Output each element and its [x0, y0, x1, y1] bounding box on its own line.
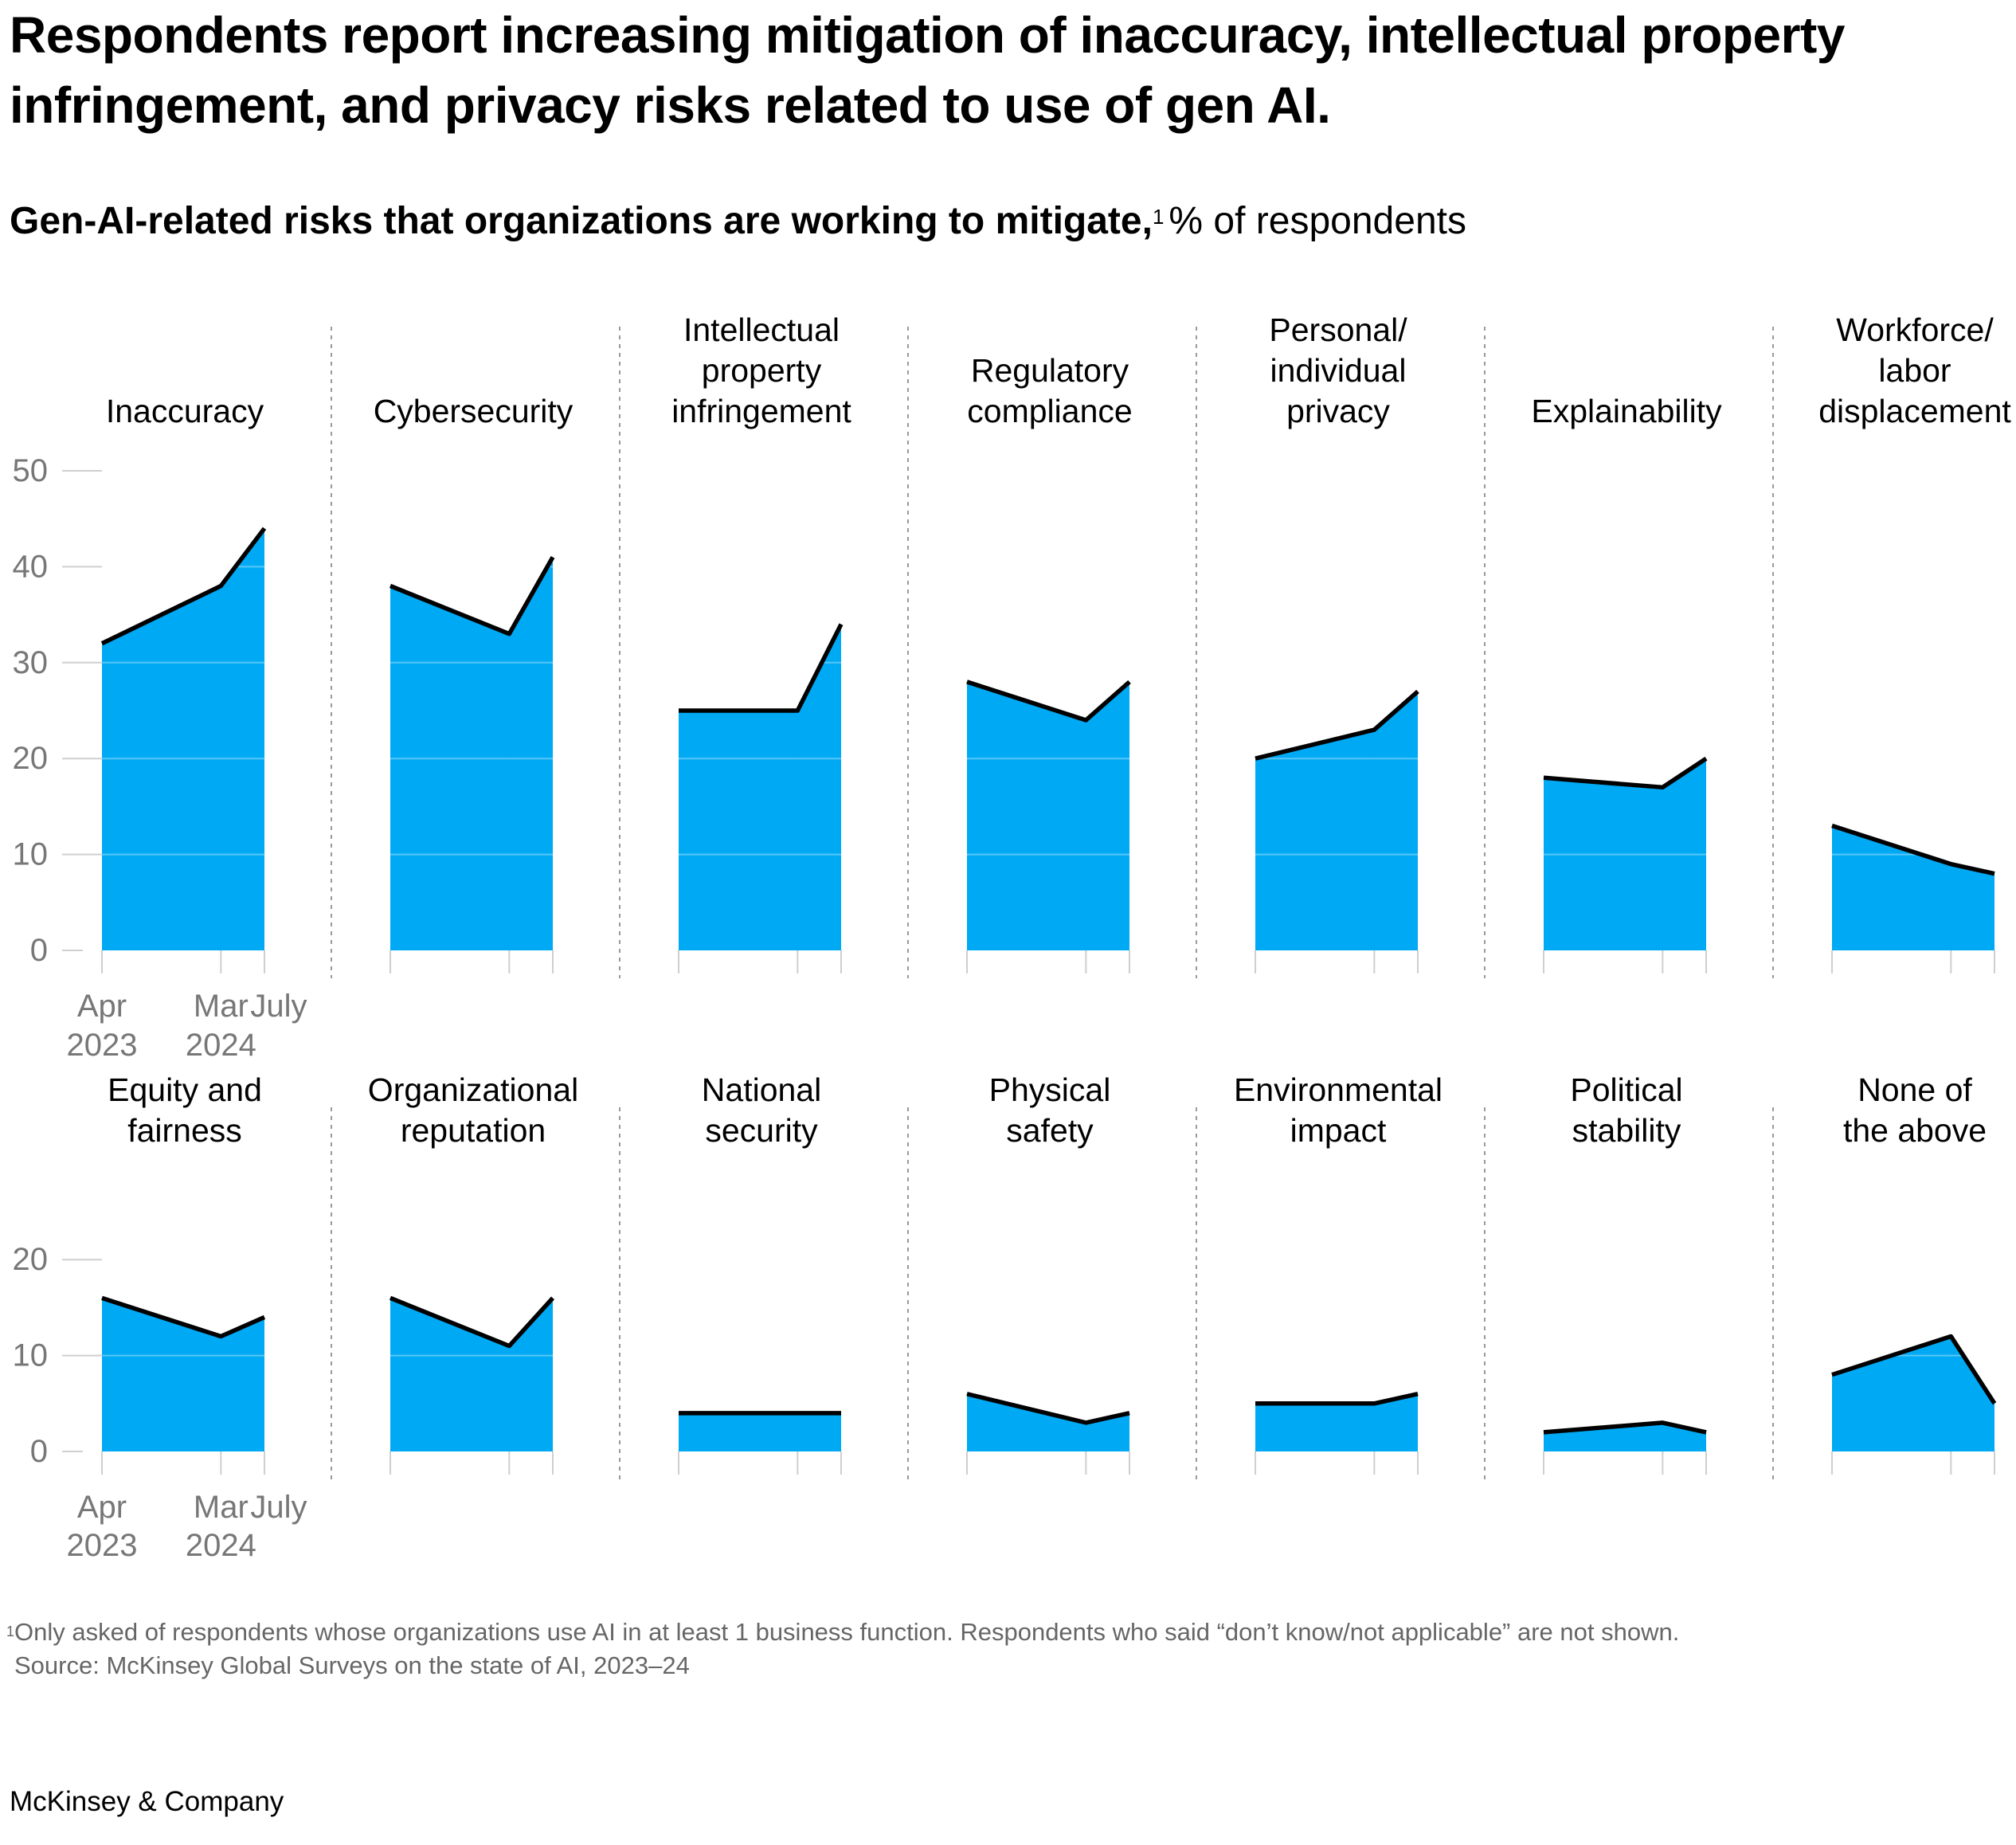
y-tick-label: 30 — [13, 645, 49, 680]
area-personal-individual-privacy — [1255, 691, 1418, 950]
area-organizational-reputation — [390, 1298, 553, 1451]
footnote: 1Only asked of respondents whose organiz… — [6, 1616, 1679, 1648]
panel-label: Personal/ — [1269, 311, 1407, 348]
panel-label: Regulatory — [971, 352, 1129, 389]
panel-label: Political — [1570, 1071, 1682, 1108]
panel-label: fairness — [127, 1112, 242, 1149]
x-tick-label: Apr — [77, 989, 127, 1024]
brand-logo-text: McKinsey & Company — [10, 1786, 284, 1817]
panel-label: Intellectual — [683, 311, 840, 348]
x-tick-label: July — [250, 1490, 307, 1525]
area-cybersecurity — [390, 557, 553, 950]
area-inaccuracy — [102, 528, 264, 950]
panel-label: Physical — [989, 1071, 1111, 1108]
panel-label: individual — [1270, 352, 1407, 389]
area-physical-safety — [967, 1393, 1129, 1451]
panel-label: Equity and — [108, 1071, 262, 1108]
chart-subtitle: Gen-AI-related risks that organizations … — [10, 198, 1466, 245]
y-tick-label: 50 — [13, 453, 49, 488]
x-tick-label: Mar — [194, 989, 249, 1024]
area-environmental-impact — [1255, 1393, 1418, 1451]
chart-title: Respondents report increasing mitigation… — [10, 6, 1845, 134]
panel-label: Inaccuracy — [106, 393, 264, 429]
x-tick-label: 2024 — [186, 1528, 256, 1563]
small-multiples-area-chart: 01020304050InaccuracyApr2023Mar2024JulyC… — [13, 311, 2012, 1563]
x-tick-label: July — [250, 989, 307, 1024]
area-workforce-labor-displacement — [1832, 825, 1994, 950]
panel-label: Workforce/ — [1836, 311, 1994, 348]
area-national-security — [679, 1412, 841, 1451]
footnote-marker: 1 — [6, 1624, 15, 1639]
panel-label: Environmental — [1234, 1071, 1443, 1108]
panel-label: compliance — [967, 393, 1132, 429]
x-tick-label: Mar — [194, 1490, 249, 1525]
y-tick-label: 20 — [13, 1242, 49, 1277]
y-tick-label: 0 — [30, 1434, 48, 1469]
y-tick-label: 10 — [13, 1338, 49, 1373]
panel-label: National — [702, 1071, 821, 1108]
y-tick-label: 20 — [13, 741, 49, 776]
panel-label: reputation — [401, 1112, 546, 1149]
panel-label: privacy — [1286, 393, 1390, 429]
source-note: Source: McKinsey Global Surveys on the s… — [14, 1651, 690, 1679]
panel-label: displacement — [1818, 393, 2011, 429]
panel-label: Explainability — [1531, 393, 1722, 429]
subtitle-unit: % of respondents — [1168, 200, 1466, 242]
panel-label: infringement — [671, 393, 851, 429]
area-explainability — [1544, 758, 1706, 950]
y-tick-label: 40 — [13, 549, 49, 584]
x-tick-label: Apr — [77, 1490, 127, 1525]
y-tick-label: 0 — [30, 933, 48, 968]
panel-label: safety — [1006, 1112, 1094, 1149]
footnote-text: Only asked of respondents whose organiza… — [14, 1618, 1680, 1646]
y-tick-label: 10 — [13, 837, 49, 872]
x-tick-label: 2023 — [67, 1528, 138, 1563]
x-tick-label: 2023 — [67, 1028, 138, 1063]
x-tick-label: 2024 — [186, 1028, 256, 1063]
panel-label: the above — [1843, 1112, 1987, 1149]
subtitle-main: Gen-AI-related risks that organizations … — [10, 200, 1153, 242]
area-equity-and-fairness — [102, 1298, 264, 1451]
panel-label: stability — [1572, 1112, 1681, 1149]
panel-label: labor — [1878, 352, 1951, 389]
panel-label: Cybersecurity — [374, 393, 573, 429]
panel-label: security — [705, 1112, 818, 1149]
panel-label: property — [702, 352, 822, 389]
panel-label: Organizational — [368, 1071, 578, 1108]
panel-label: impact — [1290, 1112, 1387, 1149]
area-none-of-the-above — [1832, 1336, 1994, 1451]
subtitle-footnote-marker: 1 — [1152, 205, 1165, 229]
panel-label: None of — [1857, 1071, 1972, 1108]
area-regulatory-compliance — [967, 681, 1129, 950]
